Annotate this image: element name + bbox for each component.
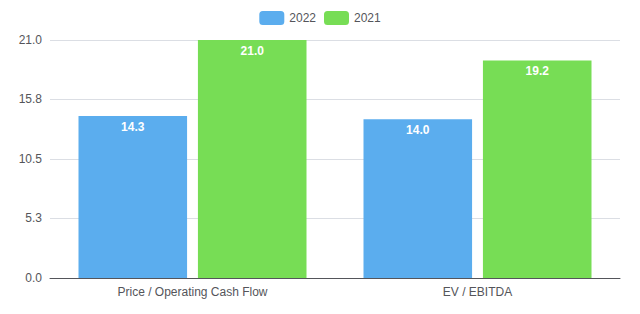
svg-text:21.0: 21.0: [19, 33, 43, 47]
svg-text:14.3: 14.3: [121, 120, 145, 134]
svg-text:5.3: 5.3: [25, 211, 42, 225]
svg-text:Price / Operating Cash Flow: Price / Operating Cash Flow: [117, 285, 267, 299]
svg-text:EV / EBITDA: EV / EBITDA: [443, 285, 512, 299]
svg-text:2021: 2021: [354, 11, 381, 25]
svg-text:2022: 2022: [289, 11, 316, 25]
svg-text:15.8: 15.8: [19, 92, 43, 106]
svg-text:19.2: 19.2: [526, 64, 550, 78]
svg-text:21.0: 21.0: [241, 44, 265, 58]
svg-text:0.0: 0.0: [25, 271, 42, 285]
svg-text:14.0: 14.0: [406, 123, 430, 137]
svg-text:10.5: 10.5: [19, 152, 43, 166]
